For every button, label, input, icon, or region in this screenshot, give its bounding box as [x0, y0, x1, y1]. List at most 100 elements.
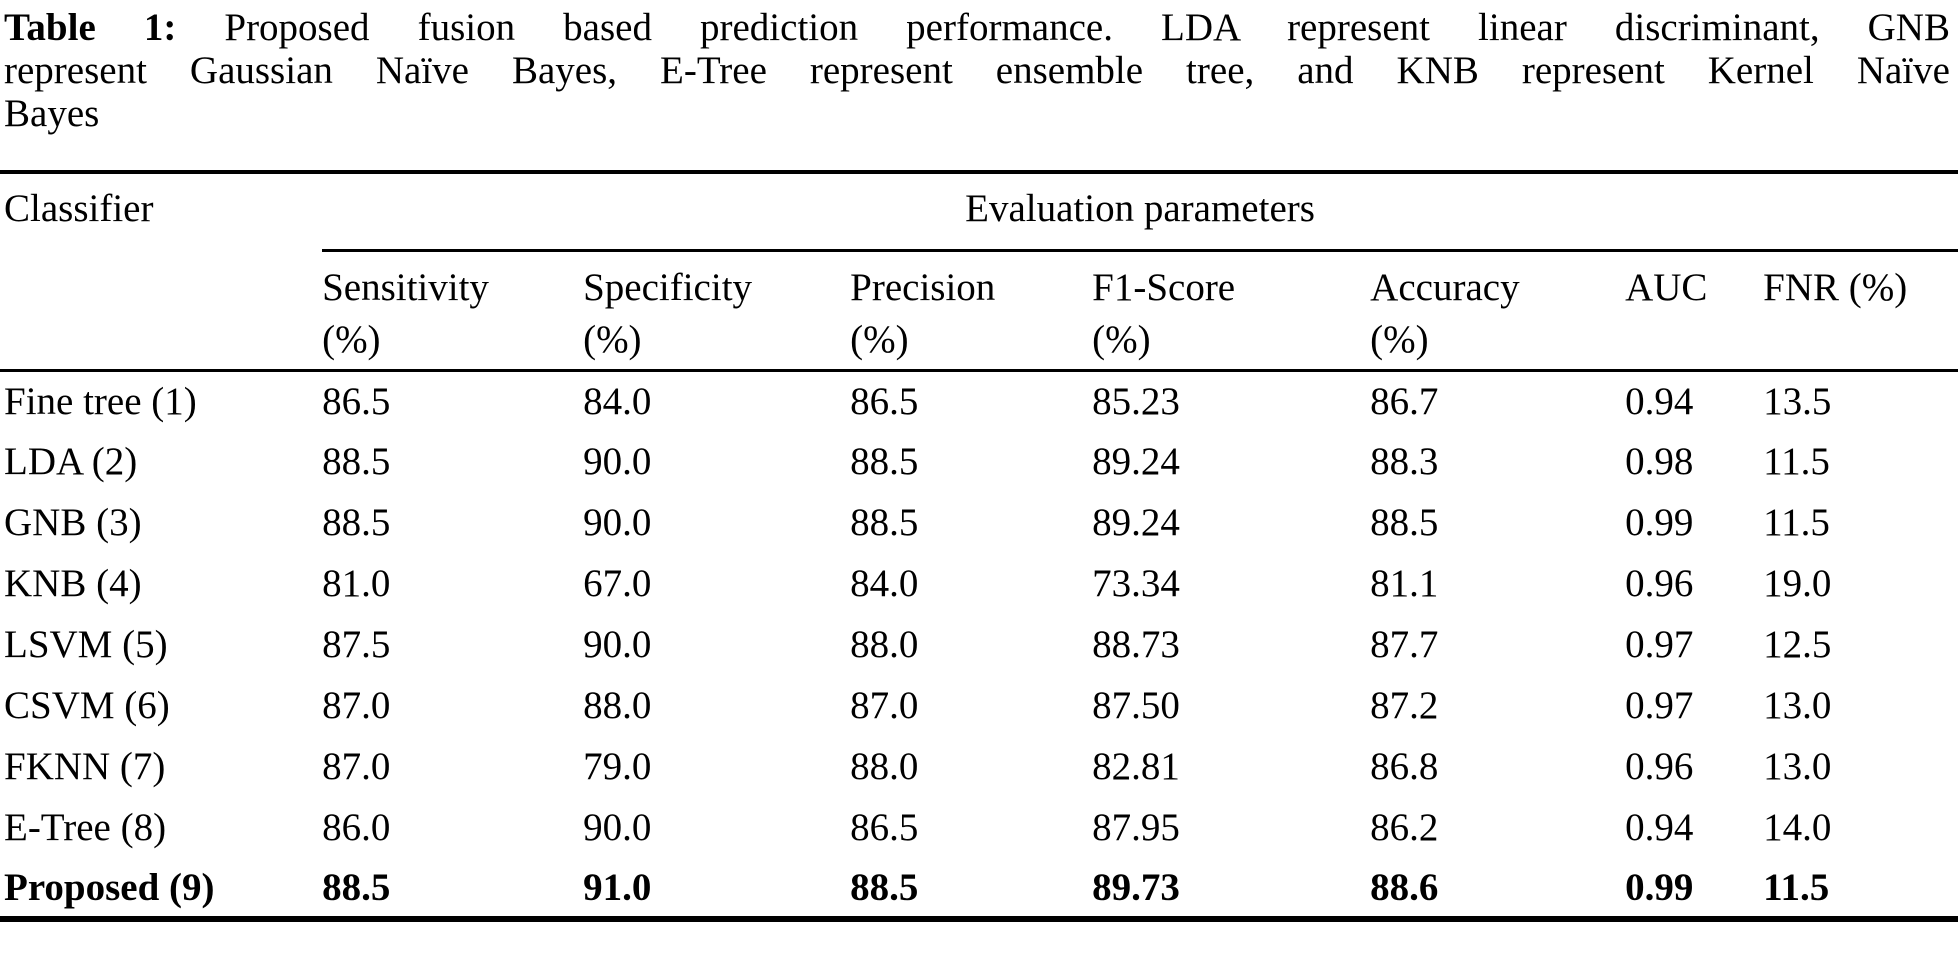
value-cell: 88.0	[850, 745, 919, 788]
column-header-unit: (%)	[850, 317, 909, 361]
group-header-row: Classifier Evaluation parameters	[0, 172, 1958, 372]
value-cell: 90.0	[583, 440, 652, 483]
value-cell: 90.0	[583, 623, 652, 666]
value-cell: 90.0	[583, 806, 652, 849]
value-cell: 87.0	[322, 745, 391, 788]
value-cell: 12.5	[1763, 623, 1832, 666]
value-cell: 88.5	[322, 501, 391, 544]
value-cell: 87.0	[322, 684, 391, 727]
value-cell: 87.0	[850, 684, 919, 727]
value-cell: 86.0	[322, 806, 391, 849]
value-cell: 13.5	[1763, 379, 1832, 423]
value-cell: 0.94	[1625, 379, 1694, 423]
value-cell: 88.5	[322, 440, 391, 483]
value-cell: 88.5	[1370, 501, 1439, 544]
value-cell: 11.5	[1763, 440, 1830, 483]
value-cell: 84.0	[850, 562, 919, 605]
value-cell: 88.73	[1092, 623, 1180, 666]
table-row: LSVM (5) 87.5 90.0 88.0 88.73 87.7 0.97 …	[0, 614, 1958, 675]
column-header-accuracy: Accuracy (%)	[1370, 250, 1626, 372]
value-cell: 89.24	[1092, 501, 1180, 544]
column-header-label: Sensitivity	[322, 265, 489, 309]
value-cell: 85.23	[1092, 379, 1180, 423]
table-row: FKNN (7) 87.0 79.0 88.0 82.81 86.8 0.96 …	[0, 736, 1958, 797]
value-cell: 0.99	[1625, 501, 1694, 544]
caption-label: Table 1:	[4, 6, 177, 49]
sub-header-row: Sensitivity (%) Specificity (%) Precision (…	[0, 250, 1958, 372]
column-header-label: FNR (%)	[1763, 265, 1908, 309]
value-cell: 88.5	[850, 501, 919, 544]
table-row: E-Tree (8) 86.0 90.0 86.5 87.95 86.2 0.9…	[0, 797, 1958, 858]
column-header-unit: (%)	[322, 317, 381, 361]
value-cell: 13.0	[1763, 745, 1832, 788]
table-row: KNB (4) 81.0 67.0 84.0 73.34 81.1 0.96 1…	[0, 553, 1958, 614]
value-cell: 0.96	[1625, 745, 1694, 788]
column-header-sensitivity: Sensitivity (%)	[322, 250, 584, 372]
column-header-fnr: FNR (%)	[1763, 250, 1958, 372]
value-cell: 89.24	[1092, 440, 1180, 483]
column-header-unit: (%)	[1370, 317, 1429, 361]
column-header-f1-score: F1-Score (%)	[1092, 250, 1371, 372]
column-header-precision: Precision (%)	[850, 250, 1093, 372]
classifier-cell: LSVM (5)	[4, 623, 168, 666]
column-header-label: Precision	[850, 265, 996, 309]
value-cell: 87.5	[322, 623, 391, 666]
evaluation-parameters-header: Evaluation parameters	[322, 172, 1958, 252]
table-body: Fine tree (1) 86.5 84.0 86.5 85.23 86.7 …	[0, 370, 1958, 919]
caption-line-1-text: Proposed fusion based prediction perform…	[224, 6, 1950, 49]
column-header-label: Accuracy	[1370, 265, 1520, 309]
classifier-cell: CSVM (6)	[4, 684, 170, 727]
value-cell: 14.0	[1763, 806, 1832, 849]
column-header-label: AUC	[1625, 265, 1708, 309]
value-cell: 84.0	[583, 379, 652, 423]
value-cell: 88.5	[322, 865, 391, 909]
column-header-auc: AUC	[1625, 250, 1764, 372]
value-cell: 0.98	[1625, 440, 1694, 483]
value-cell: 11.5	[1763, 501, 1830, 544]
value-cell: 88.3	[1370, 440, 1439, 483]
value-cell: 86.5	[850, 379, 919, 423]
table-row: Proposed (9) 88.5 91.0 88.5 89.73 88.6 0…	[0, 858, 1958, 919]
value-cell: 0.99	[1625, 865, 1694, 909]
value-cell: 88.0	[583, 684, 652, 727]
value-cell: 73.34	[1092, 562, 1180, 605]
value-cell: 86.5	[850, 806, 919, 849]
value-cell: 88.0	[850, 623, 919, 666]
value-cell: 13.0	[1763, 684, 1832, 727]
value-cell: 67.0	[583, 562, 652, 605]
table-row: CSVM (6) 87.0 88.0 87.0 87.50 87.2 0.97 …	[0, 675, 1958, 736]
results-table: Classifier Evaluation parameters Sensiti…	[0, 170, 1958, 922]
classifier-cell: KNB (4)	[4, 562, 142, 605]
value-cell: 11.5	[1763, 865, 1830, 909]
value-cell: 88.6	[1370, 865, 1439, 909]
value-cell: 86.8	[1370, 745, 1439, 788]
caption-line-2: represent Gaussian Naïve Bayes, E-Tree r…	[4, 49, 1950, 92]
value-cell: 0.94	[1625, 806, 1694, 849]
value-cell: 86.2	[1370, 806, 1439, 849]
caption-line-3: Bayes	[4, 92, 100, 135]
value-cell: 91.0	[583, 865, 652, 909]
value-cell: 81.0	[322, 562, 391, 605]
column-header-label: Specificity	[583, 265, 753, 309]
column-header-label: F1-Score	[1092, 265, 1236, 309]
value-cell: 0.96	[1625, 562, 1694, 605]
classifier-column-header: Classifier	[0, 172, 323, 372]
value-cell: 87.7	[1370, 623, 1439, 666]
value-cell: 88.5	[850, 440, 919, 483]
table-row: Fine tree (1) 86.5 84.0 86.5 85.23 86.7 …	[0, 370, 1958, 431]
value-cell: 0.97	[1625, 623, 1694, 666]
column-header-unit: (%)	[1092, 317, 1151, 361]
table-row: LDA (2) 88.5 90.0 88.5 89.24 88.3 0.98 1…	[0, 431, 1958, 492]
table-caption: Table 1: Proposed fusion based predictio…	[0, 0, 1958, 135]
caption-line-1: Table 1: Proposed fusion based predictio…	[4, 6, 1950, 49]
classifier-cell: FKNN (7)	[4, 745, 166, 788]
value-cell: 0.97	[1625, 684, 1694, 727]
value-cell: 88.5	[850, 865, 919, 909]
value-cell: 79.0	[583, 745, 652, 788]
value-cell: 82.81	[1092, 745, 1180, 788]
column-header-unit: (%)	[583, 317, 642, 361]
classifier-cell: Proposed (9)	[4, 865, 215, 909]
value-cell: 90.0	[583, 501, 652, 544]
classifier-cell: E-Tree (8)	[4, 806, 167, 849]
